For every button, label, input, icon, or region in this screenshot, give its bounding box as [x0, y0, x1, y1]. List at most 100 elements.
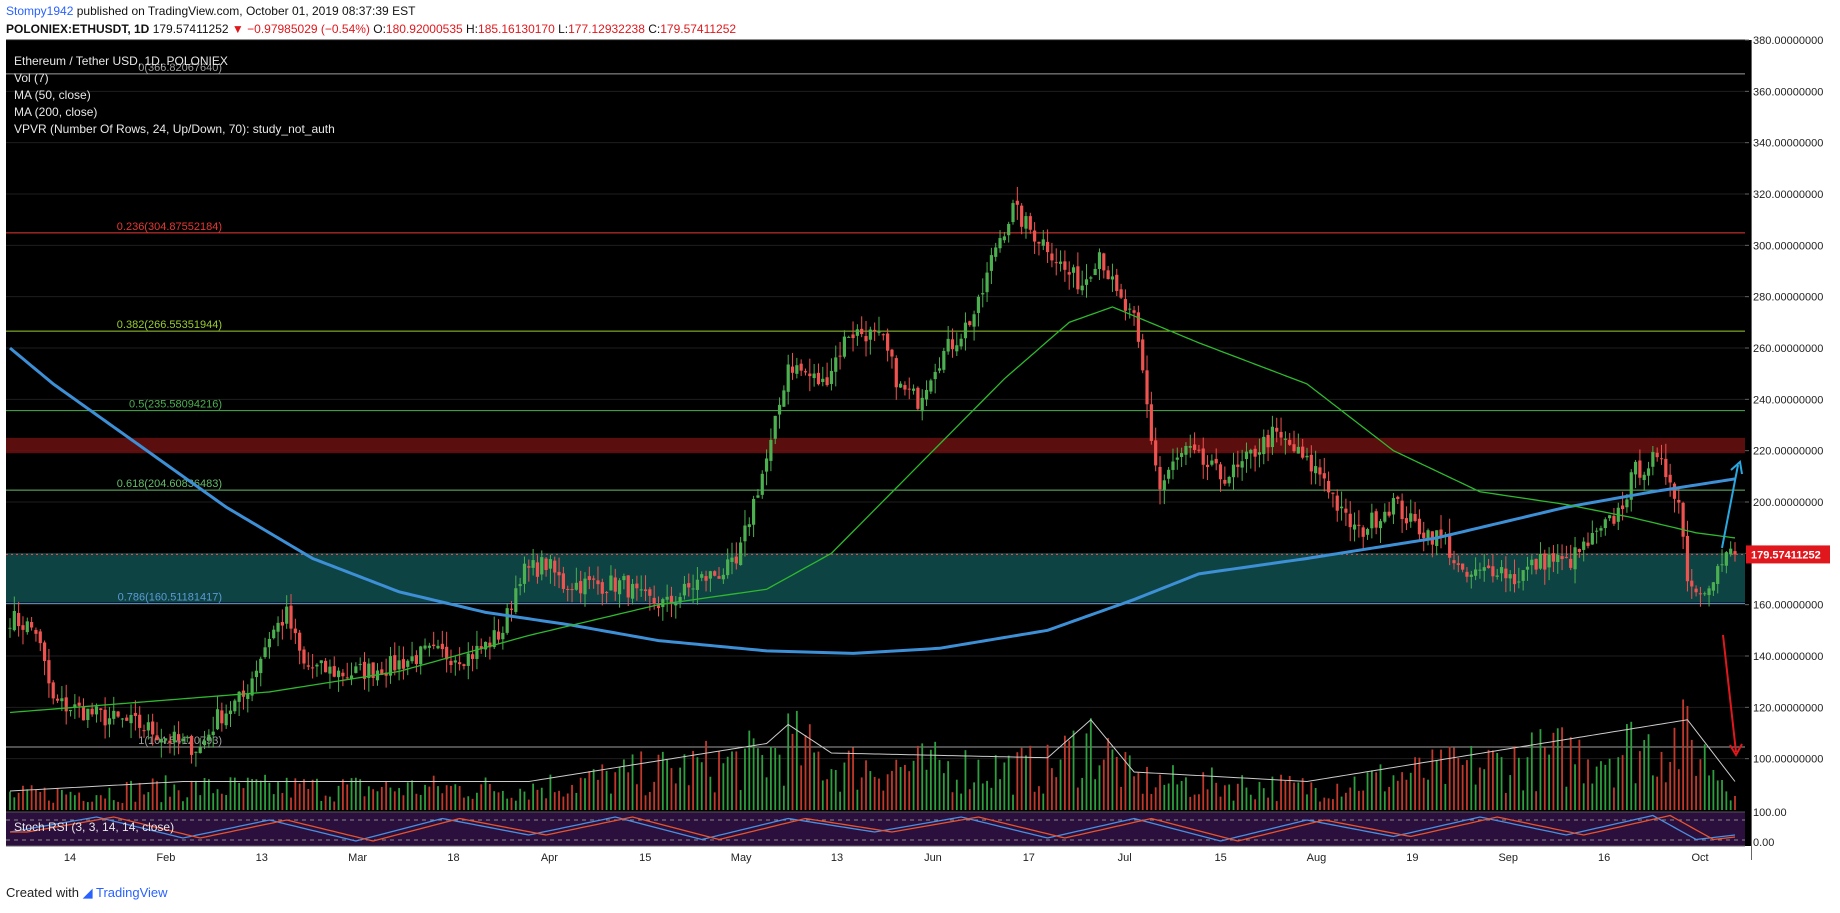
candle-body	[522, 563, 527, 584]
legend-title[interactable]: Ethereum / Tether USD, 1D, POLONIEX	[14, 54, 228, 68]
candle-body	[786, 364, 790, 392]
candle-body	[963, 322, 968, 339]
volume-bar	[186, 797, 189, 810]
candle-body	[1573, 547, 1577, 570]
candle-body	[397, 660, 401, 670]
volume-bar	[389, 787, 392, 810]
candle-body	[1175, 457, 1179, 460]
volume-bar	[891, 770, 893, 810]
candle-body	[617, 580, 622, 595]
candle-body	[1076, 266, 1080, 290]
volume-bar	[1626, 724, 1628, 810]
footer-brand[interactable]: TradingView	[96, 885, 168, 900]
candle-body	[1651, 451, 1655, 467]
volume-bar	[1275, 801, 1278, 810]
volume-bar	[216, 789, 219, 810]
author-link[interactable]: Stompy1942	[6, 4, 74, 18]
volume-bar	[514, 800, 517, 810]
candle-body	[821, 378, 825, 382]
y-tick-label: 220.00000000	[1753, 446, 1823, 458]
candle-body	[345, 677, 349, 679]
candle-body	[579, 581, 583, 594]
volume-bar	[1003, 762, 1006, 810]
volume-bar	[333, 801, 336, 810]
volume-bar	[1595, 766, 1598, 810]
candle-body	[708, 571, 712, 579]
legend-vpvr[interactable]: VPVR (Number Of Rows, 24, Up/Down, 70): …	[14, 122, 335, 136]
volume-bar	[532, 783, 535, 810]
candle-body	[250, 678, 254, 696]
volume-bar	[1453, 747, 1455, 810]
legend-stoch[interactable]: Stoch RSI (3, 3, 14, 14, close)	[14, 820, 174, 834]
legend-vol[interactable]: Vol (7)	[14, 71, 49, 85]
volume-bar	[912, 760, 915, 810]
candle-body	[1361, 527, 1365, 537]
volume-bar	[934, 741, 937, 810]
candle-body	[682, 583, 687, 596]
candle-body	[302, 649, 306, 664]
volume-bar	[99, 795, 102, 810]
legend-ma200[interactable]: MA (200, close)	[14, 105, 97, 119]
volume-bar	[921, 743, 924, 810]
candle-body	[803, 371, 808, 373]
candle-body	[920, 397, 924, 412]
volume-bar	[1254, 799, 1257, 810]
volume-bar	[246, 777, 249, 810]
candle-body	[739, 542, 743, 565]
volume-bar	[272, 794, 275, 810]
candle-body	[1439, 529, 1443, 537]
y-tick-label: 100.00000000	[1753, 754, 1823, 766]
candle-body	[224, 713, 228, 726]
candle-body	[890, 349, 894, 357]
candle-body	[1461, 563, 1465, 570]
volume-bar	[1496, 753, 1499, 810]
volume-bar	[1154, 787, 1157, 810]
volume-bar	[795, 710, 798, 810]
tradingview-logo-icon[interactable]: ◢	[82, 885, 93, 900]
candle-body	[280, 622, 284, 626]
candle-body	[1257, 452, 1262, 455]
candle-body	[367, 663, 371, 678]
volume-bar	[1366, 772, 1369, 810]
volume-bar	[1721, 780, 1723, 810]
volume-bar	[220, 793, 223, 810]
volume-bar	[968, 789, 971, 810]
volume-bar	[458, 786, 461, 810]
volume-bar	[1474, 784, 1477, 810]
candle-body	[643, 589, 648, 592]
y-tick-label: 140.00000000	[1753, 651, 1823, 663]
volume-bar	[1081, 777, 1084, 810]
candle-body	[1383, 511, 1387, 522]
candle-body	[436, 645, 440, 649]
price-axis-panel[interactable]	[1751, 40, 1837, 860]
candle-body	[985, 272, 989, 293]
candle-body	[1582, 541, 1586, 550]
candle-body	[1638, 460, 1642, 478]
candle-body	[505, 608, 509, 633]
candle-body	[432, 644, 436, 647]
volume-bar	[852, 747, 854, 810]
candle-body	[842, 336, 846, 357]
volume-bar	[1695, 775, 1697, 810]
candle-body	[228, 710, 233, 715]
price-zones	[6, 437, 1745, 603]
volume-bar	[450, 785, 452, 810]
volume-bar	[821, 780, 824, 810]
candle-body	[929, 380, 933, 392]
fib-label: 1(104.54120793)	[138, 735, 222, 747]
volume-bar	[808, 724, 811, 810]
volume-bar	[303, 779, 305, 810]
candle-body	[99, 708, 103, 711]
candle-body	[453, 660, 457, 663]
candle-body	[726, 559, 730, 576]
close-value: 179.57411252	[660, 22, 737, 36]
y-tick-label: 340.00000000	[1753, 138, 1823, 150]
legend-ma50[interactable]: MA (50, close)	[14, 88, 91, 102]
volume-bar	[1405, 779, 1408, 810]
candle-body	[704, 576, 708, 581]
volume-bar	[1029, 745, 1032, 810]
volume-bar	[1388, 786, 1391, 810]
volume-bar	[1716, 780, 1719, 810]
candle-body	[458, 662, 462, 665]
